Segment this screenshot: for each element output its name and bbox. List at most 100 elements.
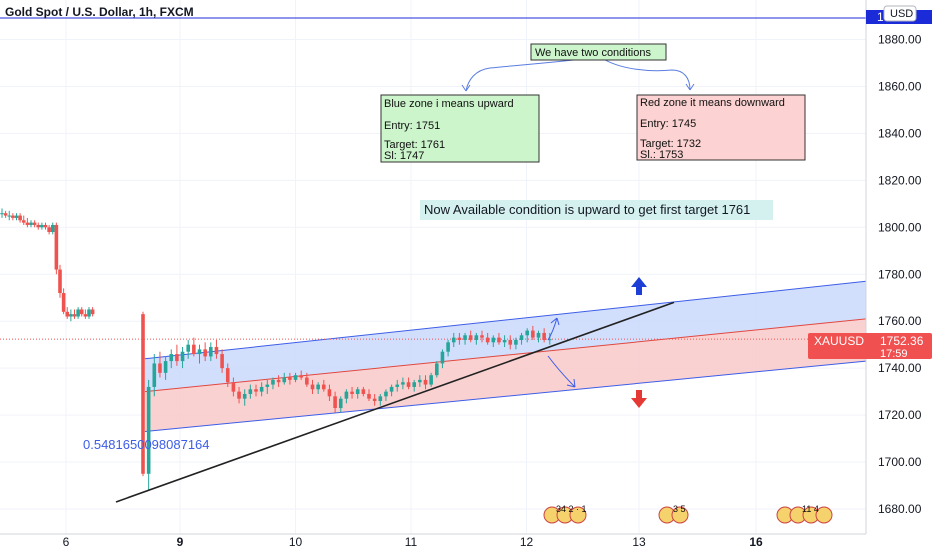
candle-body [7, 215, 12, 217]
candle-body [32, 222, 37, 225]
event-group-3[interactable]: 11 4 [776, 504, 833, 524]
conditions-note[interactable]: We have two conditions [530, 43, 667, 61]
candle-body [372, 398, 377, 402]
candle [480, 330, 484, 343]
x-tick-label: 11 [405, 535, 418, 549]
candle [474, 332, 479, 345]
channel-middle-line[interactable] [144, 318, 866, 393]
blue-zone [145, 281, 866, 392]
candle [372, 393, 377, 406]
candle-body [389, 386, 394, 392]
candle [231, 377, 236, 397]
candle-body [192, 344, 196, 355]
y-tick-label: 1880.00 [878, 33, 922, 47]
price-badge-value: 1752.36 [880, 334, 924, 348]
candle [288, 372, 292, 385]
candle-body [40, 224, 44, 228]
grid [0, 0, 866, 534]
y-tick-label: 1780.00 [878, 267, 922, 281]
candle [401, 377, 405, 390]
candle [259, 382, 264, 397]
candle-body [65, 311, 70, 317]
candle [248, 384, 253, 399]
candle-body [485, 337, 490, 343]
candle-body [3, 213, 8, 216]
candle-body [463, 335, 467, 340]
candle-body [254, 389, 258, 392]
candle [525, 328, 529, 343]
status-note-text: Now Available condition is upward to get… [424, 202, 750, 217]
candle [83, 309, 88, 319]
connector-right-icon [599, 56, 695, 91]
candle-body [299, 375, 303, 378]
candle-body [14, 215, 19, 218]
candle [21, 215, 26, 225]
status-note[interactable]: Now Available condition is upward to get… [420, 200, 773, 220]
candle [169, 349, 174, 369]
event-group-2[interactable]: 3 5 [658, 504, 689, 524]
candle [440, 349, 445, 369]
candle-body [0, 213, 4, 215]
candle-body [271, 379, 275, 385]
candle [514, 337, 518, 350]
time-axis[interactable]: 6 9 10 11 12 13 16 [63, 535, 763, 549]
candle-body [169, 354, 174, 362]
red-note-sl: Sl.: 1753 [640, 149, 683, 161]
candle-body [440, 351, 445, 364]
candle [214, 339, 219, 359]
candle-body [175, 354, 179, 362]
candle [446, 339, 450, 357]
candle [175, 344, 179, 366]
channel-lower-line[interactable] [144, 360, 866, 433]
candle [69, 309, 73, 322]
x-tick-label: 10 [289, 535, 303, 549]
candle [406, 377, 411, 390]
candle [508, 335, 513, 350]
candle [25, 217, 30, 228]
candle [32, 220, 37, 228]
blue-note-sl: Sl: 1747 [384, 150, 424, 162]
trendline[interactable] [115, 301, 675, 503]
candle-body [429, 375, 433, 385]
price-axis[interactable]: 1880.00 1860.00 1840.00 1820.00 1800.00 1780.… [878, 33, 922, 517]
candle-body [525, 330, 529, 336]
candle [58, 264, 62, 298]
candle [367, 389, 371, 402]
candle-body [158, 363, 162, 373]
red-zone-note[interactable]: Red zone it means downward Entry: 1745 T… [636, 94, 806, 161]
candle-body [502, 339, 507, 343]
candle [468, 330, 473, 343]
y-tick-label: 1840.00 [878, 126, 922, 140]
candle [0, 208, 4, 218]
candle [29, 220, 33, 228]
candle [192, 337, 196, 357]
candle-body [225, 368, 230, 383]
candle [338, 396, 343, 413]
candle [11, 213, 15, 221]
candle-body [457, 337, 462, 340]
currency-badge[interactable]: USD [883, 5, 917, 22]
candle-body [508, 339, 513, 345]
candle [61, 288, 66, 315]
candle-body [384, 391, 388, 397]
candle-body [61, 293, 66, 312]
price-badge-symbol: XAUUSD [814, 334, 864, 348]
event-group-1[interactable]: 34 2 · 1 [543, 504, 587, 524]
price-badge[interactable]: XAUUSD 1752.36 17:59 [808, 333, 932, 360]
candle [423, 375, 428, 390]
event-label-3: 11 4 [802, 504, 819, 514]
candle-body [186, 344, 190, 352]
blue-zone-note[interactable]: Blue zone i means upward Entry: 1751 Tar… [380, 94, 540, 163]
candle-body [350, 391, 354, 394]
candle [316, 382, 320, 394]
channel-upper-line[interactable] [144, 280, 866, 360]
candle-body [361, 389, 366, 394]
candle [242, 389, 247, 406]
candle-body [344, 391, 349, 399]
candle [418, 375, 422, 387]
candle-body [237, 391, 241, 399]
candle [457, 332, 462, 345]
candle [536, 330, 541, 343]
candle-body [474, 335, 479, 340]
